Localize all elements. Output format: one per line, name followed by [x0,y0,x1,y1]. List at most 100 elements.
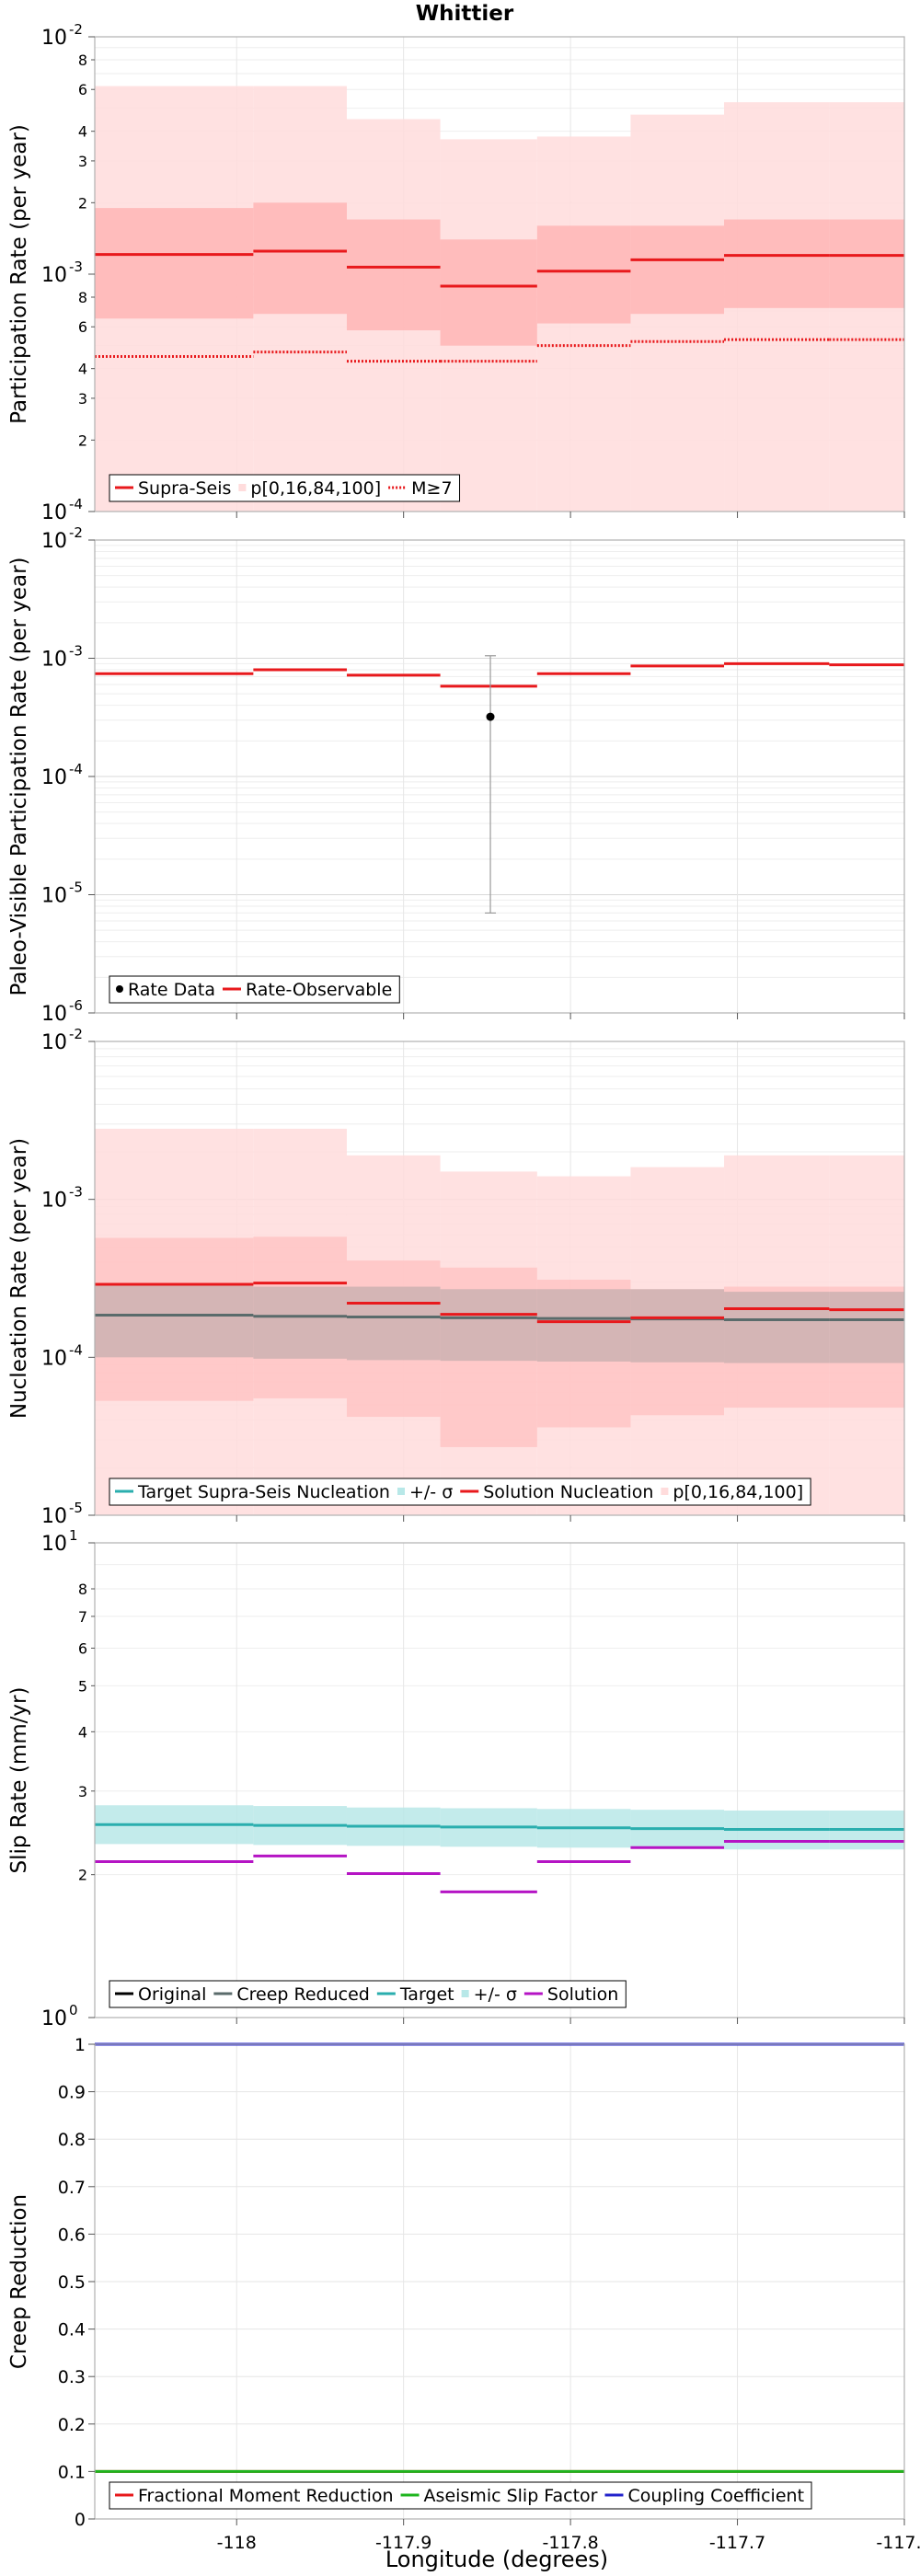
legend-box [109,975,400,1004]
band-segment [440,239,537,346]
legend: Supra-Seis p[0,16,84,100] M≥7 [109,474,461,502]
y-minor-label: 4 [78,361,87,378]
legend-label: Coupling Coefficient [627,2486,804,2506]
legend-box [109,1980,627,2008]
y-axis-label: Participation Rate (per year) [7,124,31,424]
legend-label: +/- σ [474,1984,517,2005]
y-axis-label: Paleo-Visible Participation Rate (per ye… [7,557,31,995]
band-segment [253,202,347,315]
legend-label: p[0,16,84,100] [673,1482,803,1502]
grid [95,540,905,1014]
y-tick-label: 10 [41,27,67,50]
figure-title: Whittier [416,2,514,26]
y-tick-exponent: -5 [69,1500,83,1516]
y-minor-label: 7 [78,1608,87,1626]
y-tick-label: 0.3 [58,2367,86,2387]
y-tick-exponent: -2 [69,21,83,38]
legend-swatch [661,1488,669,1495]
y-tick-exponent: -4 [69,1341,83,1358]
y-tick-label: 10 [41,649,67,672]
y-minor-label: 2 [78,1867,87,1884]
legend-label: p[0,16,84,100] [250,478,381,499]
y-tick-label: 10 [41,885,67,908]
legend-label: Rate Data [128,980,215,1000]
legend-label: Target [399,1984,454,2005]
y-axis-label: Slip Rate (mm/yr) [7,1687,31,1874]
x-tick-label: -117.8 [542,2533,598,2553]
legend-swatch [116,985,123,993]
legend-swatch [461,1990,469,1997]
band-segment [253,1286,347,1359]
y-minor-label: 4 [78,123,87,141]
y-tick-label: 10 [41,1190,67,1213]
legend-label: M≥7 [411,478,452,499]
legend-label: Aseismic Slip Factor [424,2486,598,2506]
band-segment [630,1289,725,1363]
y-tick-label: 10 [41,530,67,553]
x-tick-label: -118 [217,2533,257,2553]
band-segment [346,1286,441,1361]
y-tick-label: 0 [75,2510,86,2530]
y-minor-label: 6 [78,1639,87,1657]
legend-label: Creep Reduced [236,1984,369,2005]
band-segment [630,225,725,315]
y-tick-exponent: 1 [69,1527,78,1544]
band-segment [95,1283,254,1358]
y-tick-exponent: -3 [69,259,83,275]
y-tick-label: 1 [75,2035,86,2055]
x-axis-label: Longitude (degrees) [385,2547,608,2572]
y-tick-label: 0.5 [58,2272,86,2293]
data-point [486,712,495,721]
x-tick-label: -117.6 [876,2533,920,2553]
plot-frame [94,1542,905,2018]
y-tick-exponent: -3 [69,1184,83,1201]
y-minor-label: 8 [78,1581,87,1598]
y-minor-label: 3 [78,153,87,170]
legend-swatch [238,484,247,491]
y-tick-exponent: -4 [69,761,83,777]
band-segment [95,208,254,319]
y-tick-label: 0.2 [58,2415,86,2435]
legend-label: +/- σ [409,1482,453,1502]
y-tick-exponent: -2 [69,524,83,541]
y-tick-label: 10 [41,264,67,287]
y-tick-exponent: -3 [69,643,83,660]
legend-label: Rate-Observable [246,980,392,1000]
legend-box [109,2481,812,2510]
y-minor-label: 6 [78,81,87,98]
y-minor-label: 8 [78,52,87,69]
y-tick-label: 10 [41,766,67,789]
y-tick-label: 0.4 [58,2320,86,2340]
y-minor-label: 4 [78,1723,87,1741]
band-segment [440,1289,537,1362]
legend-label: Solution Nucleation [483,1482,653,1502]
band-segment [346,219,441,331]
y-tick-exponent: 0 [69,2002,78,2018]
legend-swatch [397,1488,405,1495]
y-minor-label: 5 [78,1677,87,1695]
y-tick-label: 10 [41,1533,67,1556]
y-tick-exponent: -2 [69,1026,83,1042]
y-tick-label: 0.8 [58,2130,86,2150]
legend: Rate Data Rate-Observable [109,975,400,1004]
band-segment [829,1292,904,1363]
legend-label: Target Supra-Seis Nucleation [137,1482,390,1502]
y-minor-label: 2 [78,194,87,212]
legend: Original Creep Reduced Target +/- σ Solution [109,1980,627,2008]
legend-label: Supra-Seis [138,478,231,499]
band-segment [536,225,631,324]
y-tick-exponent: -5 [69,880,83,896]
x-tick-label: -117.9 [375,2533,431,2553]
plot-frame [94,1041,905,1516]
legend-label: Original [138,1984,206,2005]
y-tick-label: 10 [41,1347,67,1370]
band-segment [724,219,830,308]
band-segment [536,1289,631,1362]
y-tick-label: 0.9 [58,2083,86,2103]
y-minor-label: 3 [78,390,87,408]
legend-box [109,1478,811,1506]
